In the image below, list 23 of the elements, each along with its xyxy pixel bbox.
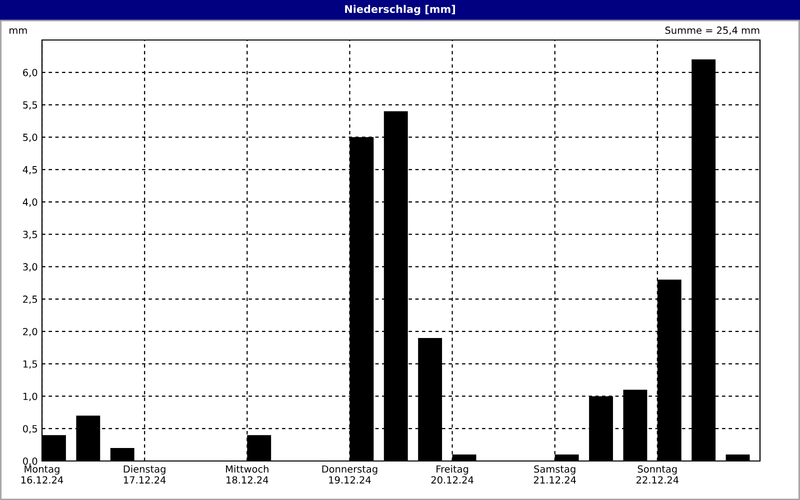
- y-tick-label: 5,0: [23, 134, 38, 142]
- x-tick-label: Mittwoch 18.12.24: [226, 465, 268, 484]
- x-tick-label: Montag 16.12.24: [21, 465, 64, 484]
- y-tick-label: 3,5: [23, 230, 37, 240]
- chart-title: Niederschlag [mm]: [345, 4, 455, 16]
- y-tick-label: 4,5: [22, 166, 37, 174]
- y-tick-label: 0,0: [23, 457, 38, 466]
- x-tick-label: Donnerstag 19.12.24: [322, 465, 378, 484]
- x-tick-label: Freitag 20.12.24: [431, 465, 474, 484]
- y-tick-label: 2,0: [23, 328, 38, 336]
- y-tick-label: 5,5: [23, 101, 37, 110]
- x-tick-label: Sonntag 22.12.24: [636, 465, 679, 484]
- x-tick-label: Samstag 21.12.24: [534, 465, 576, 484]
- y-tick-label: 3,0: [23, 263, 38, 272]
- y-tick-label: 1,5: [23, 360, 37, 369]
- y-tick-label: 0,5: [23, 425, 37, 434]
- x-tick-label: Dienstag 17.12.24: [124, 465, 166, 484]
- y-tick-label: 6,0: [23, 68, 38, 78]
- y-tick-label: 1,0: [23, 392, 38, 402]
- text: Summe = 25,4 mm: [665, 26, 760, 35]
- y-tick-label: 4,0: [22, 198, 38, 207]
- y-axis-title: mm: [10, 28, 27, 34]
- y-tick-label: 2,5: [23, 296, 37, 304]
